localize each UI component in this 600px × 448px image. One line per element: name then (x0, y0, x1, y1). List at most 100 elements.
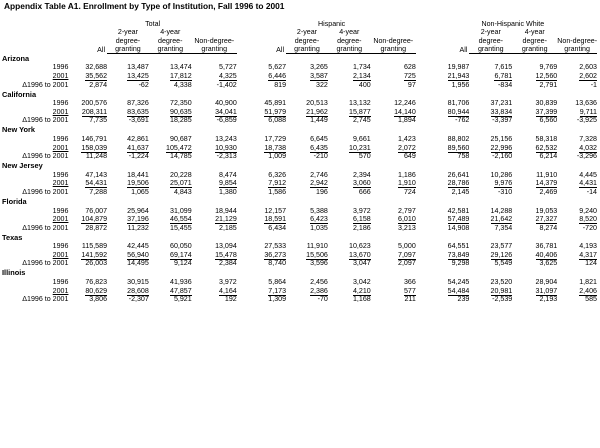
cell-value: 3,806 (89, 295, 108, 304)
cell-value: -3,925 (576, 116, 597, 125)
cell-value: 6,560 (539, 116, 558, 125)
table-cell: 41,637 (107, 143, 149, 153)
cell-value: 211 (404, 295, 416, 304)
cell-value: 19,053 (535, 206, 558, 215)
cell-value: 13,132 (349, 99, 371, 108)
table-cell: 26,003 (68, 259, 107, 269)
cell-value: 2,145 (451, 187, 470, 196)
row-label: Δ1996 to 2001 (22, 116, 69, 125)
cell-value: 37,196 (127, 215, 149, 225)
table-cell: 239 (429, 295, 470, 305)
cell-value: 4,193 (579, 242, 597, 251)
cell-value: 2,406 (579, 286, 597, 296)
table-cell: 1,035 (286, 223, 328, 233)
table-cell: -2,307 (107, 295, 149, 305)
column-gap (237, 80, 248, 90)
cell-value: 2,745 (352, 116, 371, 125)
cell-value: 80,629 (85, 286, 108, 296)
table-cell: 14,379 (512, 179, 558, 189)
non-degree-line1: Non-degree- (194, 36, 235, 45)
table-cell: 9,124 (149, 259, 192, 269)
row-label: 1996 (52, 206, 69, 215)
table-cell: 47,143 (68, 170, 107, 179)
table-cell: 3,972 (328, 206, 371, 215)
cell-value: 57,489 (447, 215, 470, 225)
table-cell: 3,625 (512, 259, 557, 269)
cell-value: 6,435 (310, 143, 328, 153)
cell-value: 19,987 (447, 63, 470, 72)
table-cell: 2,185 (192, 223, 237, 233)
cell-value: 1,168 (352, 295, 371, 304)
row-1996: 1996 200,576 87,326 72,350 40,900 45,891 20,51… (2, 99, 597, 108)
cell-value: 15,877 (349, 107, 371, 117)
cell-value: 13,425 (127, 71, 149, 81)
cell-value: 76,007 (85, 206, 108, 215)
table-cell: 1,065 (107, 188, 149, 198)
table-cell: 31,099 (149, 206, 192, 215)
cell-value: 37,231 (490, 99, 513, 108)
cell-value: 28,786 (447, 179, 470, 189)
table-cell: -62 (107, 80, 149, 90)
table-cell: 1,956 (429, 80, 470, 90)
cell-value: -1,224 (128, 152, 149, 161)
table-cell: 2,384 (192, 259, 237, 269)
row-change: Δ1996 to 2001 7,735 -3,691 18,285 -6,859 6,08… (2, 116, 597, 126)
row-label: 1996 (52, 278, 69, 287)
table-cell: 2,456 (286, 278, 328, 287)
row-change: Δ1996 to 2001 11,248 -1,224 14,785 -2,313 1,0… (2, 152, 597, 162)
column-gap (416, 143, 429, 152)
table-cell: 8,474 (192, 170, 237, 179)
state-header-row: New Jersey (2, 161, 597, 170)
table-cell: 30,915 (107, 278, 149, 287)
cell-value: 23,520 (490, 278, 513, 287)
table-cell: 41,936 (149, 278, 192, 287)
row-2001: 2001 104,879 37,196 46,554 21,129 18,591 6,423… (2, 215, 597, 225)
cell-value: 1,423 (398, 134, 416, 143)
table-cell: 15,877 (328, 107, 371, 117)
table-cell: 3,587 (286, 71, 328, 81)
cell-value: 13,636 (575, 99, 597, 108)
table-cell: 2,791 (512, 80, 557, 90)
cell-value: 1,009 (268, 152, 287, 161)
table-cell: 10,286 (469, 170, 513, 179)
cell-value: 69,174 (170, 250, 192, 260)
table-cell: -3,925 (557, 116, 597, 126)
cell-value: 3,587 (310, 71, 328, 81)
table-cell: 6,423 (286, 215, 328, 225)
row-label: 2001 (52, 179, 69, 188)
cell-value: 5,864 (268, 278, 287, 287)
table-cell: 2,469 (512, 188, 557, 198)
table-cell: 1,734 (328, 63, 371, 72)
column-gap (416, 250, 429, 259)
row-1996: 1996 146,791 42,861 90,687 13,243 17,729 6,645… (2, 135, 597, 144)
row-1996: 1996 32,688 13,487 13,474 5,727 5,627 3,265 1,7… (2, 63, 597, 72)
cell-value: 72,350 (170, 99, 192, 108)
table-cell: 4,164 (192, 286, 237, 296)
cell-value: 2,456 (310, 278, 328, 287)
column-gap (237, 250, 248, 259)
table-cell: 18,441 (107, 170, 149, 179)
table-cell: 37,399 (512, 107, 558, 117)
column-gap (237, 116, 248, 126)
table-cell: 23,577 (469, 242, 513, 251)
table-cell: 20,981 (469, 286, 513, 296)
cell-value: 192 (224, 295, 237, 304)
table-cell: 18,285 (149, 116, 192, 126)
table-cell: 22,996 (469, 143, 513, 153)
cell-value: 10,231 (349, 143, 371, 153)
cell-value: 7,173 (268, 286, 287, 296)
cell-value: 40,900 (215, 99, 237, 108)
row-2001: 2001 54,431 19,506 25,071 9,854 7,912 2,942 3,0… (2, 179, 597, 189)
table-cell: 31,097 (512, 286, 558, 296)
cell-value: 97 (407, 80, 416, 89)
table-cell: 5,388 (286, 206, 328, 215)
cell-value: 37,399 (535, 107, 558, 117)
group-total: Total (145, 19, 161, 28)
table-cell: 570 (328, 152, 371, 162)
cell-value: 47,143 (85, 170, 108, 179)
cell-value: 9,298 (451, 259, 470, 268)
column-gap (416, 135, 429, 144)
table-cell: 1,380 (192, 188, 237, 198)
table-cell: 45,891 (247, 99, 286, 108)
